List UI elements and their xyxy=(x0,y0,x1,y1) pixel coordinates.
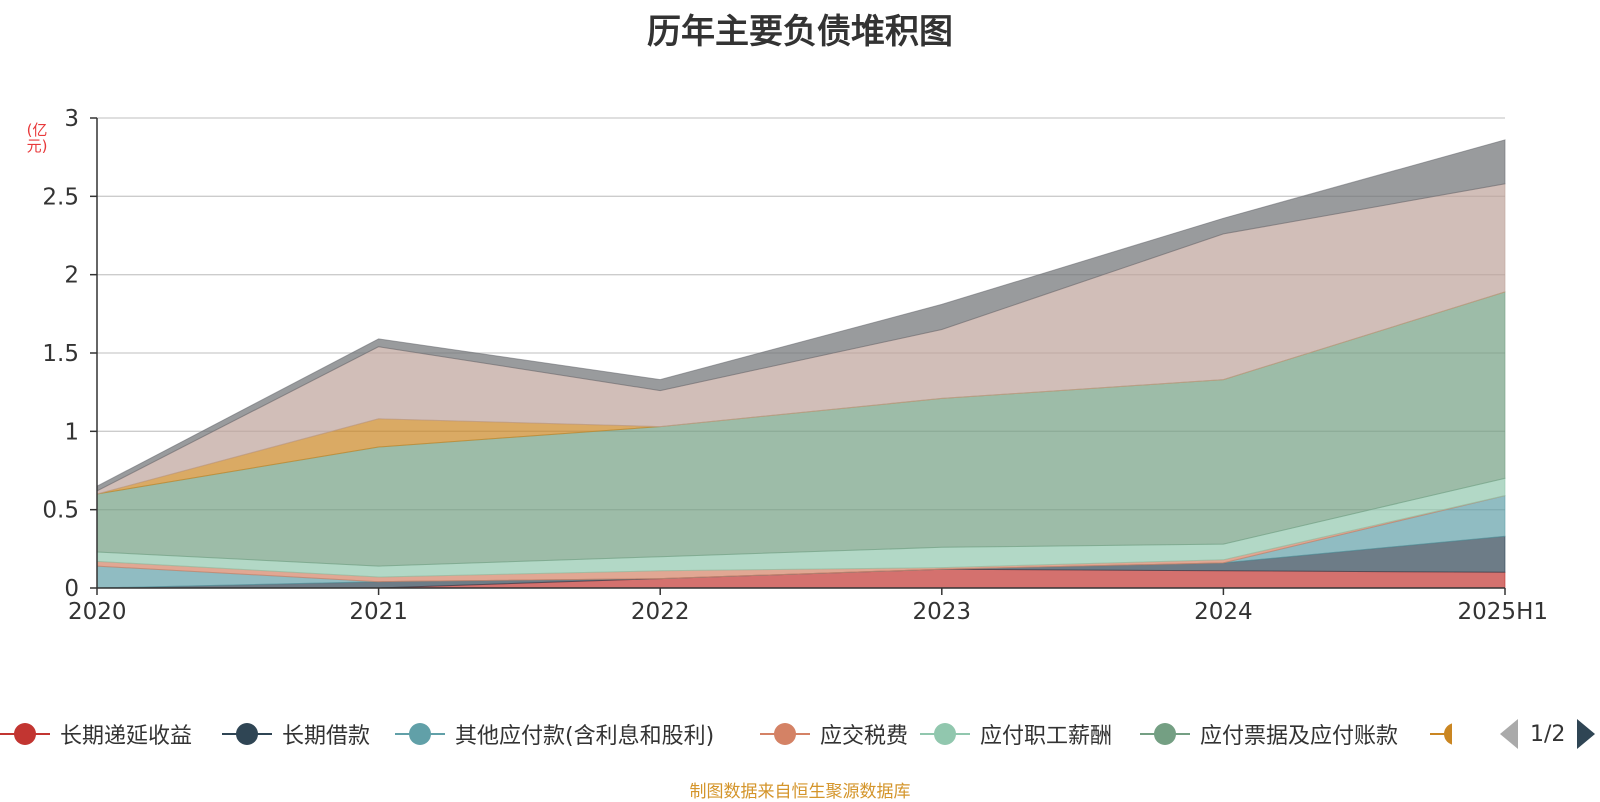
y-axis-unit: (亿元) xyxy=(26,121,48,155)
legend-next-page-icon[interactable] xyxy=(1577,719,1596,749)
legend-item[interactable]: 长期借款 xyxy=(222,716,370,752)
x-tick-label: 2021 xyxy=(349,599,408,625)
legend-marker-icon xyxy=(1430,716,1452,752)
x-tick-label: 2020 xyxy=(68,599,127,625)
legend-item[interactable] xyxy=(1430,716,1452,752)
legend-marker-icon xyxy=(222,716,272,752)
y-tick-label: 2 xyxy=(64,263,79,289)
legend-page-indicator: 1/2 xyxy=(1530,721,1566,747)
legend-marker-icon xyxy=(1140,716,1190,752)
axes: 0 0.5 1 1.5 2 2.5 3 2020 2021 2022 2023 2024 2025H1 xyxy=(42,106,1548,625)
y-tick-label: 1 xyxy=(64,419,79,445)
y-tick-label: 1.5 xyxy=(42,341,79,367)
y-tick-label: 2.5 xyxy=(42,184,79,210)
legend-label: 应交税费 xyxy=(820,724,909,749)
y-tick-label: 3 xyxy=(64,106,79,132)
legend-marker-icon xyxy=(0,716,50,752)
legend-item[interactable]: 应付票据及应付账款 xyxy=(1140,716,1398,752)
legend-item[interactable]: 应付职工薪酬 xyxy=(920,716,1112,752)
stacked-area-chart: 0 0.5 1 1.5 2 2.5 3 2020 2021 2022 2023 2024 2025H1 xyxy=(42,106,1548,625)
area-series xyxy=(96,139,1506,589)
legend-label: 其他应付款(含利息和股利) xyxy=(455,724,715,749)
legend-pager: 1/2 xyxy=(1500,716,1596,752)
x-tick-label: 2023 xyxy=(913,599,972,625)
legend-prev-page-icon[interactable] xyxy=(1500,719,1518,749)
legend-marker-icon xyxy=(920,716,970,752)
legend-item[interactable]: 应交税费 xyxy=(760,716,908,752)
data-source-note: 制图数据来自恒生聚源数据库 xyxy=(689,782,911,802)
legend-item[interactable]: 长期递延收益 xyxy=(0,716,192,752)
legend-label: 长期递延收益 xyxy=(60,724,193,749)
legend-label: 应付票据及应付账款 xyxy=(1200,724,1399,749)
x-tick-label: 2024 xyxy=(1194,599,1253,625)
area-series-8 xyxy=(96,139,1506,492)
legend-item[interactable]: 其他应付款(含利息和股利) xyxy=(395,716,714,752)
legend: 长期递延收益 长期借款 其他应付款(含利息和股利) 应交税费 应付职工薪酬 应付票据及应付… xyxy=(0,716,1600,752)
x-tick-label: 2022 xyxy=(631,599,690,625)
legend-marker-icon xyxy=(760,716,810,752)
y-tick-label: 0.5 xyxy=(42,498,79,524)
legend-label: 应付职工薪酬 xyxy=(980,724,1113,749)
legend-label: 长期借款 xyxy=(282,724,371,749)
chart-title: 历年主要负债堆积图 xyxy=(647,12,953,52)
x-tick-label: 2025H1 xyxy=(1458,599,1548,625)
legend-marker-icon xyxy=(395,716,445,752)
y-tick-label: 0 xyxy=(64,576,79,602)
